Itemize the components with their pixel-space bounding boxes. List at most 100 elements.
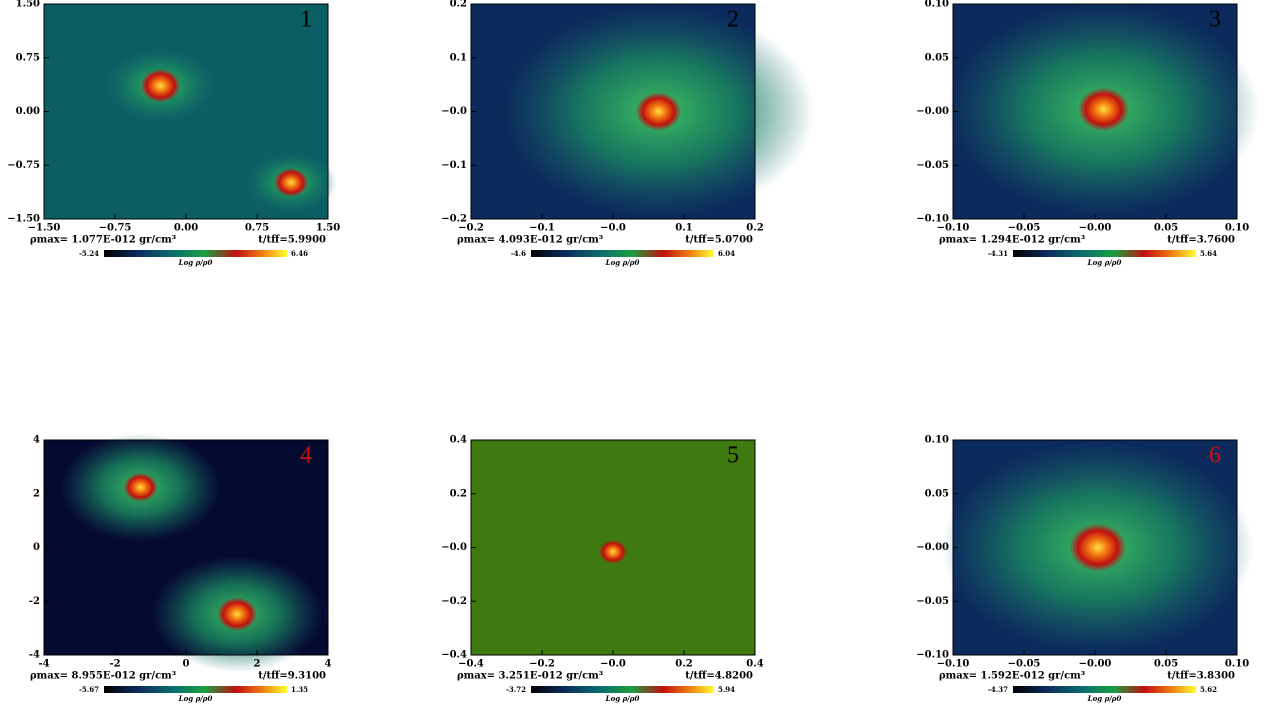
- time-label: t/tff=3.7600: [1167, 235, 1235, 246]
- density-label: ρmax= 1.592E-012 gr/cm³: [939, 671, 1085, 682]
- y-tick-label: −0.1: [441, 160, 467, 171]
- x-tick-label: −0.0: [600, 223, 626, 234]
- colorbar-label: Log ρ/ρ0: [1087, 258, 1122, 267]
- time-label: t/tff=9.3100: [258, 671, 326, 682]
- colorbar-label: Log ρ/ρ0: [605, 258, 640, 267]
- y-tick-label: −0.0: [441, 106, 467, 117]
- y-tick-label: 0.2: [450, 0, 467, 10]
- y-tick-label: −0.05: [916, 596, 949, 607]
- colorbar-max: 6.04: [718, 249, 735, 258]
- core: [1069, 523, 1126, 571]
- x-tick-label: −0.2: [529, 659, 555, 670]
- colorbar-min: -5.67: [79, 685, 99, 694]
- x-tick-label: 0.1: [675, 223, 692, 234]
- colorbar-label: Log ρ/ρ0: [178, 694, 213, 703]
- x-tick-label: −0.1: [529, 223, 555, 234]
- colorbar: [531, 250, 714, 257]
- y-tick-label: 1.50: [16, 0, 40, 10]
- core: [636, 92, 681, 131]
- colorbar-label: Log ρ/ρ0: [1087, 694, 1122, 703]
- x-tick-label: 0.05: [1154, 659, 1178, 670]
- core: [141, 69, 181, 103]
- y-tick-label: 0.10: [925, 0, 949, 10]
- panel-label: 1: [300, 7, 312, 33]
- colorbar: [104, 686, 287, 693]
- panel-label: 5: [727, 443, 739, 469]
- x-tick-label: 0.10: [1225, 659, 1249, 670]
- density-label: ρmax= 1.077E-012 gr/cm³: [30, 235, 176, 246]
- x-tick-label: 0.10: [1225, 223, 1249, 234]
- y-tick-label: 0.4: [450, 435, 467, 446]
- core: [599, 540, 627, 564]
- core: [274, 168, 308, 197]
- y-tick-label: 0.2: [450, 488, 467, 499]
- colorbar-min: -5.24: [79, 249, 99, 258]
- y-tick-label: 2: [33, 488, 40, 499]
- colorbar-max: 6.46: [291, 249, 308, 258]
- panel-label: 4: [300, 443, 312, 469]
- y-tick-label: 0.00: [16, 106, 40, 117]
- panel-label: 3: [1209, 7, 1221, 33]
- x-tick-label: −0.05: [1008, 659, 1041, 670]
- x-tick-label: -4: [38, 659, 49, 670]
- colorbar-min: -4.6: [511, 249, 526, 258]
- y-tick-label: −0.2: [441, 596, 467, 607]
- x-tick-label: 0.2: [746, 223, 763, 234]
- colorbar-label: Log ρ/ρ0: [605, 694, 640, 703]
- y-tick-label: 0: [33, 542, 40, 553]
- x-tick-label: 0: [183, 659, 190, 670]
- core: [124, 473, 158, 502]
- y-tick-label: −0.10: [916, 214, 949, 225]
- y-tick-label: 0.05: [925, 488, 949, 499]
- x-tick-label: 0.4: [746, 659, 763, 670]
- x-tick-label: −0.00: [1079, 659, 1112, 670]
- colorbar-max: 5.64: [1200, 249, 1217, 258]
- density-label: ρmax= 8.955E-012 gr/cm³: [30, 671, 176, 682]
- colorbar: [1013, 686, 1196, 693]
- x-tick-label: 0.75: [245, 223, 269, 234]
- y-tick-label: −1.50: [7, 214, 40, 225]
- y-tick-label: -4: [29, 650, 40, 661]
- panel-label: 2: [727, 7, 739, 33]
- time-label: t/tff=5.9900: [258, 235, 326, 246]
- y-tick-label: −0.0: [441, 542, 467, 553]
- y-tick-label: −0.10: [916, 650, 949, 661]
- y-tick-label: -2: [29, 596, 40, 607]
- x-tick-label: 0.2: [675, 659, 692, 670]
- colorbar-min: -4.31: [988, 249, 1008, 258]
- time-label: t/tff=5.0700: [685, 235, 753, 246]
- y-tick-label: −0.75: [7, 160, 40, 171]
- x-tick-label: 1.50: [316, 223, 340, 234]
- x-tick-label: 4: [325, 659, 332, 670]
- y-tick-label: 0.1: [450, 52, 467, 63]
- x-tick-label: −0.75: [99, 223, 132, 234]
- y-tick-label: 0.10: [925, 435, 949, 446]
- core: [1078, 88, 1129, 131]
- x-tick-label: 2: [254, 659, 261, 670]
- panel-label: 6: [1209, 443, 1221, 469]
- x-tick-label: −0.00: [1079, 223, 1112, 234]
- y-tick-label: −0.00: [916, 542, 949, 553]
- density-label: ρmax= 1.294E-012 gr/cm³: [939, 235, 1085, 246]
- time-label: t/tff=4.8200: [685, 671, 753, 682]
- density-label: ρmax= 3.251E-012 gr/cm³: [457, 671, 603, 682]
- colorbar-label: Log ρ/ρ0: [178, 258, 213, 267]
- y-tick-label: 0.75: [16, 52, 40, 63]
- x-tick-label: −0.0: [600, 659, 626, 670]
- y-tick-label: −0.00: [916, 106, 949, 117]
- time-label: t/tff=3.8300: [1167, 671, 1235, 682]
- x-tick-label: −0.05: [1008, 223, 1041, 234]
- x-tick-label: -2: [109, 659, 120, 670]
- colorbar-max: 5.62: [1200, 685, 1217, 694]
- colorbar: [531, 686, 714, 693]
- figure: −1.50−0.750.000.751.50−1.50−0.750.000.75…: [0, 0, 1265, 709]
- colorbar-min: -3.72: [506, 685, 526, 694]
- core: [217, 597, 257, 631]
- y-tick-label: −0.05: [916, 160, 949, 171]
- y-tick-label: −0.4: [441, 650, 467, 661]
- x-tick-label: 0.05: [1154, 223, 1178, 234]
- x-tick-label: 0.00: [174, 223, 198, 234]
- colorbar-max: 5.94: [718, 685, 735, 694]
- colorbar-min: -4.37: [988, 685, 1008, 694]
- colorbar: [1013, 250, 1196, 257]
